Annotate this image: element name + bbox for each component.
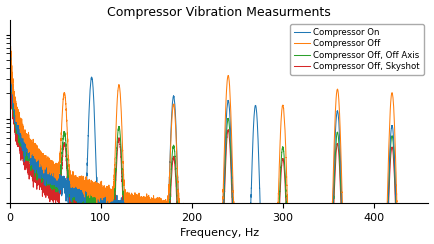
Compressor Off, Off Axis [8,57,13,60]
X-axis label: Frequency, Hz: Frequency, Hz [180,228,259,238]
Compressor Off [159,204,164,207]
Compressor Off [273,224,279,227]
Compressor Off [318,225,323,228]
Compressor Off, Off Axis [255,235,260,238]
Compressor Off, Off Axis [340,234,345,237]
Compressor Off, Off Axis [159,218,164,221]
Compressor Off, Off Axis [318,239,323,242]
Line: Compressor Off: Compressor Off [10,47,428,244]
Compressor Off, Off Axis [8,62,13,65]
Compressor Off [29,143,34,146]
Compressor On [8,54,13,57]
Compressor On [273,232,279,235]
Compressor Off, Skyshot [29,172,34,174]
Compressor Off [426,236,431,239]
Compressor On [318,242,323,244]
Line: Compressor On: Compressor On [10,55,428,244]
Compressor Off, Skyshot [159,234,164,237]
Compressor On [29,155,34,158]
Compressor Off [8,45,13,48]
Title: Compressor Vibration Measurments: Compressor Vibration Measurments [107,6,331,19]
Line: Compressor Off, Off Axis: Compressor Off, Off Axis [10,58,428,244]
Compressor Off, Skyshot [8,71,13,74]
Compressor On [426,239,431,242]
Compressor Off [255,213,260,215]
Legend: Compressor On, Compressor Off, Compressor Off, Off Axis, Compressor Off, Skyshot: Compressor On, Compressor Off, Compresso… [290,24,424,75]
Compressor Off [340,211,345,214]
Compressor On [340,229,345,232]
Line: Compressor Off, Skyshot: Compressor Off, Skyshot [10,72,428,244]
Compressor Off, Off Axis [273,234,279,237]
Compressor On [159,226,164,229]
Compressor On [255,133,260,136]
Compressor Off, Off Axis [29,155,34,158]
